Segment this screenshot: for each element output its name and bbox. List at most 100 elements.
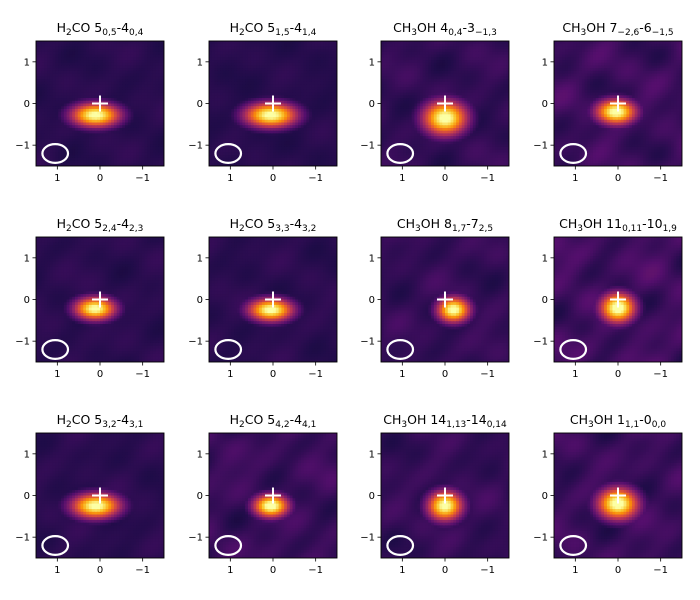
heatmap-cell	[323, 57, 327, 61]
heatmap-cell	[328, 125, 333, 129]
heatmap-cell	[447, 81, 452, 86]
heatmap-cell	[245, 146, 249, 151]
heatmap-cell	[111, 160, 115, 164]
heatmap-cell	[261, 89, 266, 94]
heatmap-cell	[44, 84, 48, 88]
heatmap-cell	[86, 108, 90, 113]
heatmap-cell	[209, 111, 213, 115]
heatmap-cell	[97, 84, 101, 88]
heatmap-cell	[211, 62, 216, 67]
heatmap-cell	[155, 84, 160, 88]
heatmap-cell	[303, 146, 307, 151]
heatmap-cell	[289, 125, 294, 129]
heatmap-cell	[116, 117, 121, 121]
heatmap-cell	[394, 76, 399, 80]
heatmap-cell	[323, 65, 327, 69]
heatmap-cell	[383, 62, 388, 67]
heatmap-cell	[278, 60, 282, 64]
heatmap-cell	[66, 138, 70, 143]
x-tick-label: 0	[97, 173, 103, 184]
heatmap-cell	[122, 136, 126, 140]
heatmap-cell	[141, 87, 146, 91]
heatmap-cell	[250, 149, 255, 154]
heatmap-cell	[445, 57, 449, 61]
heatmap-cell	[381, 46, 385, 50]
heatmap-cell	[100, 51, 104, 56]
heatmap-cell	[72, 160, 76, 164]
heatmap-cell	[464, 79, 468, 83]
heatmap-cell	[44, 160, 48, 164]
heatmap-cell	[161, 60, 164, 64]
heatmap-cell	[147, 62, 151, 67]
heatmap-cell	[397, 68, 402, 72]
heatmap-cell	[72, 43, 76, 48]
heatmap-cell	[88, 111, 93, 115]
heatmap-cell	[91, 89, 96, 94]
heatmap-cell	[44, 163, 48, 166]
heatmap-cell	[314, 76, 319, 80]
heatmap-cell	[97, 163, 101, 166]
heatmap-cell	[130, 160, 134, 164]
heatmap-cell	[442, 43, 446, 48]
heatmap-cell	[102, 46, 107, 50]
heatmap-cell	[284, 70, 288, 75]
heatmap-cell	[314, 133, 319, 137]
heatmap-cell	[461, 57, 466, 61]
heatmap-cell	[108, 149, 112, 154]
heatmap-cell	[303, 130, 307, 134]
heatmap-cell	[52, 62, 57, 67]
heatmap-cell	[289, 100, 294, 105]
heatmap-cell	[323, 49, 327, 53]
heatmap-cell	[144, 87, 148, 91]
heatmap-cell	[38, 122, 43, 126]
heatmap-cell	[284, 87, 288, 91]
heatmap-cell	[63, 160, 68, 164]
heatmap-cell	[38, 130, 43, 134]
heatmap-cell	[422, 43, 427, 48]
heatmap-cell	[52, 149, 57, 154]
heatmap-cell	[225, 157, 230, 162]
heatmap-cell	[464, 76, 468, 80]
heatmap-cell	[138, 119, 143, 124]
beam-ellipse	[214, 143, 243, 164]
heatmap-cell	[400, 60, 404, 64]
heatmap-cell	[150, 81, 154, 86]
heatmap-cell	[52, 51, 57, 56]
heatmap-cell	[228, 70, 232, 75]
heatmap-cell	[47, 46, 51, 50]
heatmap-cell	[214, 119, 218, 124]
heatmap-cell	[334, 108, 337, 113]
heatmap-cell	[147, 130, 151, 134]
heatmap-cell	[122, 108, 126, 113]
heatmap-cell	[325, 133, 330, 137]
heatmap-cell	[286, 117, 291, 121]
heatmap-cell	[264, 79, 269, 83]
heatmap-cell	[69, 155, 73, 159]
heatmap-cell	[289, 57, 294, 61]
heatmap-cell	[314, 79, 319, 83]
heatmap-cell	[481, 65, 485, 69]
heatmap-cell	[113, 108, 118, 113]
heatmap-cell	[136, 68, 140, 72]
heatmap-cell	[300, 119, 305, 124]
heatmap-cell	[125, 163, 129, 166]
heatmap-cell	[314, 87, 319, 91]
heatmap-cell	[220, 103, 224, 107]
heatmap-cell	[225, 62, 230, 67]
heatmap-cell	[281, 149, 285, 154]
heatmap-cell	[256, 84, 260, 88]
heatmap-cell	[392, 68, 396, 72]
heatmap-cell	[130, 84, 134, 88]
heatmap-cell	[111, 149, 115, 154]
heatmap-cell	[58, 130, 62, 134]
heatmap-cell	[383, 73, 388, 77]
heatmap-cell	[264, 106, 269, 110]
heatmap-cell	[231, 111, 235, 115]
heatmap-cell	[161, 108, 164, 113]
heatmap-cell	[88, 141, 93, 145]
heatmap-cell	[113, 84, 118, 88]
heatmap-cell	[242, 125, 246, 129]
heatmap-cell	[281, 127, 285, 132]
heatmap-cell	[298, 127, 302, 132]
heatmap-cell	[55, 163, 59, 166]
